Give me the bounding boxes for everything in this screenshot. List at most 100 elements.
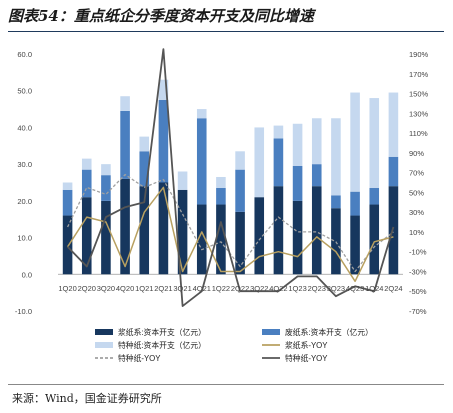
legend-label: 废纸系:资本开支（亿元）	[285, 327, 373, 337]
x-axis-tick: 4Q23	[346, 284, 364, 293]
left-axis-tick: 20.0	[17, 197, 32, 206]
bar-waste-1Q20	[62, 189, 73, 216]
bar-pulp-3Q20	[101, 200, 111, 275]
bar-waste-3Q23	[331, 195, 341, 209]
legend-label: 特种纸:资本开支（亿元）	[118, 340, 206, 350]
bar-specialty-1Q22	[216, 176, 226, 189]
left-axis-tick: 50.0	[17, 87, 32, 96]
bar-waste-1Q21	[139, 151, 150, 187]
legend-label: 浆纸系:资本开支（亿元）	[118, 327, 206, 337]
bar-specialty-2Q23	[311, 118, 322, 165]
x-axis-tick: 2Q24	[384, 284, 402, 293]
right-axis-tick: 90%	[409, 149, 424, 158]
right-axis-tick: 10%	[409, 228, 424, 237]
line-series-4	[68, 46, 394, 212]
source-rule	[8, 384, 444, 385]
legend-label: 浆纸系-YOY	[285, 340, 328, 350]
bar-specialty-3Q23	[331, 118, 341, 196]
bar-pulp-1Q24	[369, 204, 380, 275]
legend-label: 特种纸-YOY	[118, 353, 161, 363]
bar-pulp-2Q23	[311, 186, 322, 275]
bar-pulp-1Q22	[216, 204, 226, 275]
bar-waste-1Q22	[216, 188, 226, 205]
right-axis-tick: 170%	[409, 70, 429, 79]
bar-pulp-4Q22	[273, 186, 284, 275]
left-axis-tick: 0.0	[22, 270, 32, 279]
bar-waste-2Q24	[388, 156, 399, 187]
right-axis-tick: -70%	[409, 307, 427, 316]
line-series-2	[66, 186, 394, 283]
right-axis-tick: 110%	[409, 129, 428, 138]
bar-specialty-4Q21	[196, 109, 207, 119]
x-axis-tick: 2Q23	[308, 284, 326, 293]
bar-specialty-2Q20	[81, 158, 92, 170]
right-axis-tick: 70%	[409, 169, 424, 178]
title-rule	[8, 31, 444, 32]
bar-specialty-1Q20	[62, 182, 73, 190]
bar-specialty-4Q20	[120, 96, 130, 111]
x-axis-tick: 3Q22	[250, 284, 268, 293]
bar-pulp-4Q20	[120, 178, 130, 275]
x-axis-tick: 4Q20	[116, 284, 134, 293]
x-axis-tick: 2Q22	[231, 284, 249, 293]
bar-specialty-3Q20	[101, 164, 111, 176]
x-axis-tick: 1Q20	[58, 284, 76, 293]
bar-pulp-1Q20	[62, 215, 73, 275]
chart-title: 图表54：重点纸企分季度资本开支及同比增速	[8, 7, 314, 25]
bar-pulp-4Q21	[196, 204, 207, 275]
x-axis-tick: 1Q23	[288, 284, 306, 293]
right-axis-tick: 30%	[409, 208, 424, 217]
bar-waste-2Q21	[158, 99, 169, 183]
bar-pulp-2Q21	[158, 182, 169, 275]
legend-swatch	[95, 342, 113, 348]
bar-pulp-1Q21	[139, 186, 150, 275]
x-axis-tick: 4Q22	[269, 284, 287, 293]
bar-specialty-2Q24	[388, 92, 399, 157]
legend-label: 特种纸-YOY	[285, 353, 328, 363]
bar-waste-4Q23	[350, 191, 360, 216]
bar-waste-3Q20	[101, 175, 111, 201]
x-axis-tick: 1Q22	[212, 284, 230, 293]
bar-waste-4Q22	[273, 138, 284, 187]
x-axis-tick: 2Q20	[78, 284, 96, 293]
right-axis-tick: 50%	[409, 188, 424, 197]
right-axis-tick: 130%	[409, 109, 429, 118]
bar-pulp-1Q23	[292, 200, 303, 275]
x-axis-tick: 4Q21	[193, 284, 211, 293]
bar-pulp-3Q22	[254, 197, 265, 275]
bar-specialty-1Q23	[292, 123, 303, 166]
bar-specialty-2Q22	[235, 151, 245, 170]
bar-specialty-2Q21	[158, 79, 169, 100]
legend-swatch	[262, 329, 280, 335]
legend-swatch	[95, 329, 113, 335]
bar-waste-1Q23	[292, 165, 303, 201]
bar-specialty-3Q21	[177, 171, 188, 190]
bar-specialty-3Q22	[254, 127, 265, 198]
x-axis-tick: 3Q20	[97, 284, 115, 293]
x-axis-tick: 2Q21	[154, 284, 172, 293]
bar-waste-4Q20	[120, 110, 130, 179]
source-note: 来源：Wind，国金证券研究所	[12, 392, 162, 405]
x-axis-tick: 3Q23	[327, 284, 345, 293]
bar-specialty-4Q23	[350, 92, 360, 192]
right-axis-tick: -30%	[409, 267, 427, 276]
left-axis-tick: 10.0	[17, 234, 32, 243]
left-axis-tick: 30.0	[17, 160, 32, 169]
left-axis-tick: 40.0	[17, 123, 32, 132]
bar-specialty-4Q22	[273, 125, 284, 139]
bar-pulp-2Q20	[81, 197, 92, 275]
bar-pulp-3Q21	[177, 189, 188, 275]
bar-pulp-4Q23	[350, 215, 360, 275]
line-series-3	[66, 48, 395, 308]
bar-pulp-2Q22	[235, 211, 245, 275]
right-axis-tick: 190%	[409, 50, 429, 59]
bar-waste-2Q20	[81, 169, 92, 198]
left-axis-tick: 60.0	[17, 50, 32, 59]
bar-specialty-1Q24	[369, 98, 380, 189]
bar-pulp-3Q23	[331, 208, 341, 275]
x-axis-tick: 1Q21	[135, 284, 153, 293]
bar-pulp-2Q24	[388, 186, 399, 275]
right-axis-tick: -50%	[409, 287, 427, 296]
bar-specialty-1Q21	[139, 136, 150, 152]
